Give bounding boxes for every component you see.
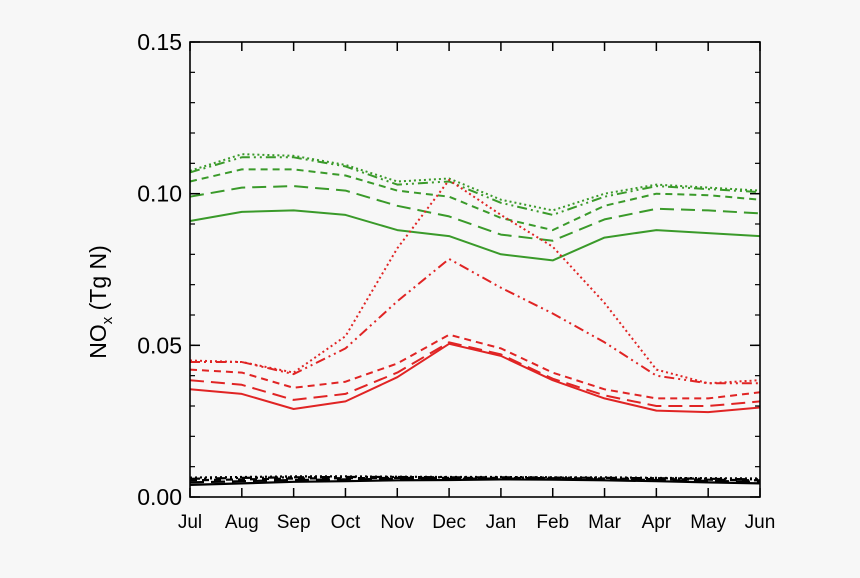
x-tick-label: Apr (642, 512, 672, 533)
series-line-red-dashdotdot (190, 257, 760, 385)
y-tick-label: 0.15 (137, 29, 182, 55)
y-tick-label: 0.10 (137, 181, 182, 207)
series-line-green-dotted (189, 153, 761, 212)
axes-frame (189, 41, 761, 498)
series-line-red-shortdash (189, 333, 761, 400)
series-line-red-longdash (189, 341, 761, 407)
series-line-red-solid (189, 342, 761, 414)
x-tick-label: Jul (178, 512, 202, 533)
x-tick-label: Nov (380, 512, 414, 533)
x-tick-label: Aug (225, 512, 259, 533)
y-tick-label: 0.00 (137, 484, 182, 510)
series-layer (189, 153, 761, 486)
x-tick-label: May (690, 512, 726, 533)
y-axis-ticks: 0.00 0.05 0.10 0.15 (137, 29, 760, 510)
x-tick-label: Jun (745, 512, 776, 533)
x-tick-label: Dec (432, 512, 466, 533)
x-tick-label: Sep (277, 512, 311, 533)
series-line-green-longdash (189, 185, 761, 242)
series-line-black-longdash (189, 477, 761, 484)
y-tick-label: 0.05 (137, 332, 182, 358)
x-tick-label: Oct (331, 512, 361, 533)
y-axis-label-main: NO (85, 324, 111, 359)
y-axis-label-subscript: x (99, 316, 116, 324)
y-axis-label-units: (Tg N) (85, 245, 111, 317)
series-line-red-dotted (189, 179, 761, 385)
x-tick-label: Mar (588, 512, 621, 533)
series-line-green-dashdotdot (189, 156, 761, 216)
x-axis-ticks: Jul Aug Sep Oct Nov Dec Jan Feb Mar Apr May Jun (178, 42, 775, 533)
x-tick-label: Feb (536, 512, 569, 533)
series-line-black-dotted (189, 475, 761, 480)
plot-frame (189, 41, 761, 498)
x-tick-label: Jan (486, 512, 517, 533)
y-axis-label: NOx (Tg N) (85, 245, 116, 359)
series-line-green-solid (189, 209, 761, 262)
series-line-green-shortdash (189, 168, 761, 232)
